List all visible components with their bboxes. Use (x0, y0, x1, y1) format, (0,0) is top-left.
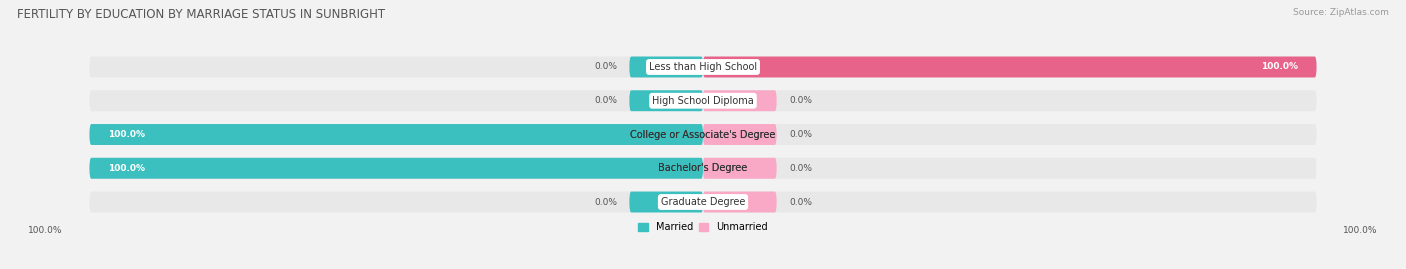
FancyBboxPatch shape (703, 158, 776, 179)
FancyBboxPatch shape (90, 90, 1316, 111)
FancyBboxPatch shape (90, 56, 1316, 77)
Text: 0.0%: 0.0% (789, 197, 811, 207)
Text: Graduate Degree: Graduate Degree (661, 197, 745, 207)
FancyBboxPatch shape (630, 192, 703, 213)
FancyBboxPatch shape (630, 56, 703, 77)
FancyBboxPatch shape (703, 56, 1316, 77)
FancyBboxPatch shape (90, 124, 1316, 145)
Text: 0.0%: 0.0% (595, 62, 617, 72)
FancyBboxPatch shape (90, 158, 703, 179)
Text: 0.0%: 0.0% (789, 164, 811, 173)
Text: FERTILITY BY EDUCATION BY MARRIAGE STATUS IN SUNBRIGHT: FERTILITY BY EDUCATION BY MARRIAGE STATU… (17, 8, 385, 21)
Text: College or Associate's Degree: College or Associate's Degree (630, 129, 776, 140)
Text: High School Diploma: High School Diploma (652, 96, 754, 106)
Text: Bachelor's Degree: Bachelor's Degree (658, 163, 748, 173)
Text: 0.0%: 0.0% (595, 96, 617, 105)
FancyBboxPatch shape (703, 192, 776, 213)
FancyBboxPatch shape (90, 158, 1316, 179)
Text: 100.0%: 100.0% (1343, 226, 1378, 235)
FancyBboxPatch shape (703, 90, 776, 111)
Text: 0.0%: 0.0% (595, 197, 617, 207)
FancyBboxPatch shape (703, 124, 776, 145)
Text: 100.0%: 100.0% (108, 164, 145, 173)
Text: Less than High School: Less than High School (650, 62, 756, 72)
Text: 0.0%: 0.0% (789, 130, 811, 139)
Legend: Married, Unmarried: Married, Unmarried (634, 219, 772, 236)
FancyBboxPatch shape (90, 124, 703, 145)
Text: Bachelor's Degree: Bachelor's Degree (658, 163, 748, 173)
Text: 100.0%: 100.0% (1261, 62, 1298, 72)
Text: 100.0%: 100.0% (108, 130, 145, 139)
Text: 0.0%: 0.0% (789, 96, 811, 105)
FancyBboxPatch shape (90, 192, 1316, 213)
FancyBboxPatch shape (630, 90, 703, 111)
Text: College or Associate's Degree: College or Associate's Degree (630, 129, 776, 140)
Text: 100.0%: 100.0% (28, 226, 63, 235)
Text: Source: ZipAtlas.com: Source: ZipAtlas.com (1294, 8, 1389, 17)
